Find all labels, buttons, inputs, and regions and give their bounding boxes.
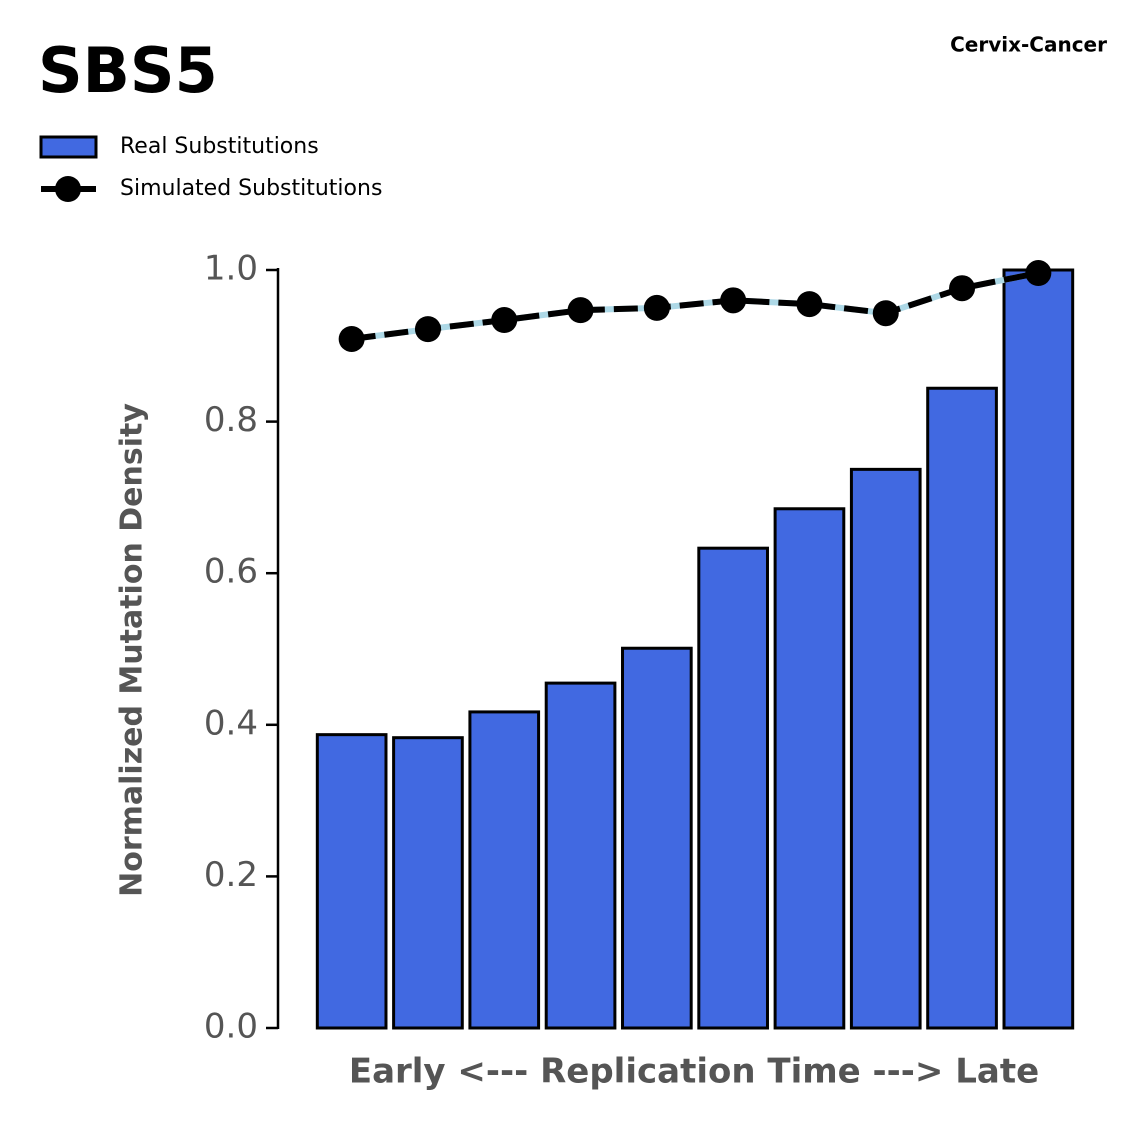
legend-swatch xyxy=(39,135,98,159)
marker xyxy=(491,307,518,334)
y-tick-label: 1.0 xyxy=(204,249,258,289)
chart-subtitle: Cervix-Cancer xyxy=(950,33,1107,57)
y-tick-label: 0.8 xyxy=(204,400,258,440)
bar xyxy=(773,507,846,1030)
bar xyxy=(926,386,998,1030)
marker xyxy=(720,287,747,314)
chart-title: SBS5 xyxy=(38,34,218,107)
marker xyxy=(1025,260,1052,287)
y-tick-label: 0.4 xyxy=(204,703,258,743)
bar xyxy=(849,467,922,1030)
y-tick-label: 0.2 xyxy=(204,855,258,895)
marker xyxy=(338,325,365,352)
line xyxy=(351,270,1039,342)
legend-label: Real Substitutions xyxy=(120,134,319,159)
bar xyxy=(697,546,769,1030)
bar xyxy=(1002,268,1075,1030)
bar xyxy=(392,736,464,1030)
bar xyxy=(621,646,693,1030)
marker xyxy=(567,297,594,324)
bar xyxy=(468,710,541,1030)
marker xyxy=(414,316,441,343)
bar xyxy=(315,733,388,1030)
marker xyxy=(643,294,670,321)
x-axis-label: Early <--- Replication Time ---> Late xyxy=(349,1052,1039,1092)
bar xyxy=(544,681,617,1030)
legend-label: Simulated Substitutions xyxy=(120,176,382,201)
y-tick-label: 0.6 xyxy=(204,552,258,592)
y-axis-label: Normalized Mutation Density xyxy=(115,403,150,897)
marker xyxy=(872,300,899,327)
y-tick-label: 0.0 xyxy=(204,1007,258,1047)
marker xyxy=(949,275,976,302)
marker xyxy=(796,291,823,318)
legend-marker xyxy=(55,176,81,202)
